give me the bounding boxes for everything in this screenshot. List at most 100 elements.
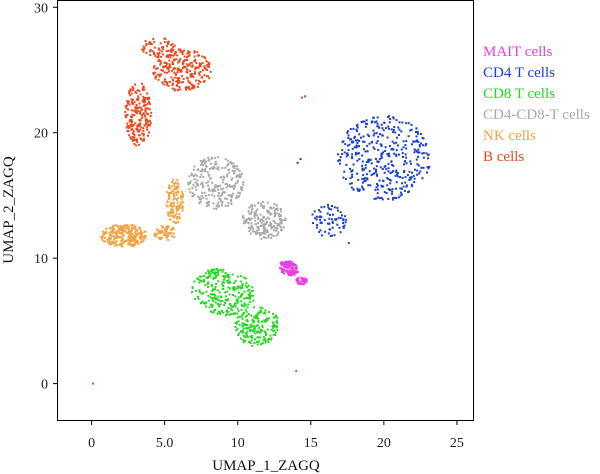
data-point <box>165 62 168 65</box>
data-point <box>136 112 139 115</box>
data-point <box>123 240 126 243</box>
data-point <box>236 312 239 315</box>
data-point <box>123 224 126 227</box>
data-point <box>171 202 174 205</box>
data-point <box>231 192 234 195</box>
data-point <box>197 54 200 57</box>
data-point <box>401 121 404 124</box>
data-point <box>261 342 264 345</box>
data-point <box>239 175 242 178</box>
data-point <box>129 119 131 122</box>
data-point <box>146 102 149 105</box>
data-point <box>171 185 174 188</box>
data-point <box>404 144 407 147</box>
data-point <box>129 239 132 242</box>
data-point <box>226 299 229 302</box>
data-point <box>149 48 152 51</box>
data-point <box>142 48 145 51</box>
data-point <box>327 206 330 209</box>
data-point <box>156 52 159 55</box>
data-point <box>268 217 271 220</box>
data-point <box>135 241 138 244</box>
data-point <box>197 82 200 85</box>
data-point <box>224 183 227 186</box>
data-point <box>212 190 214 193</box>
data-point <box>167 40 170 43</box>
data-point <box>345 155 348 158</box>
data-point <box>153 40 156 43</box>
data-point <box>378 126 381 129</box>
data-point <box>266 201 269 204</box>
data-point <box>218 311 221 314</box>
data-point <box>392 117 395 120</box>
data-point <box>172 46 175 49</box>
data-point <box>123 225 126 228</box>
data-point <box>426 153 429 156</box>
data-point <box>139 137 142 140</box>
data-point <box>393 126 396 128</box>
data-point <box>169 66 172 69</box>
data-point <box>366 177 369 180</box>
data-point <box>203 80 206 82</box>
data-point <box>269 338 272 341</box>
data-point <box>205 205 208 208</box>
data-point <box>231 169 234 172</box>
data-point <box>264 319 267 321</box>
data-point <box>295 268 297 271</box>
data-point <box>103 232 106 235</box>
data-point <box>358 133 361 136</box>
data-point <box>375 186 378 189</box>
data-point <box>173 88 176 91</box>
data-point <box>134 232 137 234</box>
data-point <box>112 240 115 243</box>
data-point <box>211 285 214 288</box>
data-point <box>144 118 147 121</box>
data-point <box>391 188 394 191</box>
data-point <box>211 289 214 292</box>
data-point <box>238 323 241 326</box>
data-point <box>238 170 241 173</box>
data-point <box>249 218 252 221</box>
data-point <box>336 206 339 209</box>
data-point <box>165 233 168 236</box>
data-point <box>199 176 202 178</box>
data-point <box>138 134 141 137</box>
data-point <box>107 238 110 241</box>
data-point <box>212 168 215 170</box>
data-point <box>219 184 222 187</box>
data-point <box>121 232 124 235</box>
data-point <box>389 118 392 120</box>
data-point <box>176 208 179 211</box>
data-point <box>389 182 392 185</box>
data-point <box>260 237 263 240</box>
data-point <box>121 229 124 232</box>
data-point <box>364 179 367 182</box>
data-point <box>421 136 424 139</box>
data-point <box>139 229 142 232</box>
data-point <box>264 330 266 333</box>
legend-entry: B cells <box>483 149 524 165</box>
data-point <box>155 233 158 236</box>
data-point <box>188 188 191 191</box>
data-point <box>255 340 258 343</box>
data-point <box>226 173 229 176</box>
data-point <box>200 292 203 295</box>
data-point <box>242 327 245 330</box>
data-point <box>166 191 169 194</box>
data-point <box>269 206 272 209</box>
data-point <box>213 288 216 291</box>
data-point <box>318 209 320 212</box>
data-point <box>361 169 364 172</box>
data-point <box>172 189 174 192</box>
data-point <box>161 236 164 239</box>
data-point <box>213 268 216 271</box>
data-point <box>114 224 117 227</box>
data-point <box>142 238 145 241</box>
data-point <box>218 305 220 308</box>
data-point <box>191 192 194 195</box>
data-point <box>107 240 110 243</box>
data-point <box>174 51 177 54</box>
data-point <box>141 100 144 103</box>
data-point <box>329 234 332 237</box>
data-point <box>244 304 247 307</box>
